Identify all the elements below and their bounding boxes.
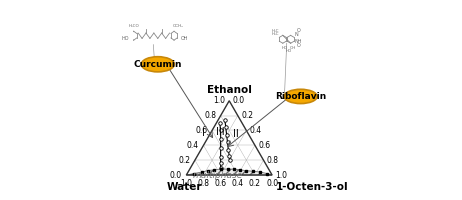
- Text: O: O: [297, 28, 300, 33]
- Text: 0.2: 0.2: [178, 156, 190, 165]
- Text: 0.8: 0.8: [267, 156, 279, 165]
- Text: 0.2: 0.2: [241, 111, 253, 120]
- Polygon shape: [186, 169, 272, 175]
- Text: Ethanol: Ethanol: [207, 85, 252, 95]
- Text: 0.6: 0.6: [258, 141, 270, 150]
- Text: 0.0: 0.0: [232, 96, 244, 105]
- Text: OH: OH: [181, 36, 188, 41]
- Text: H₃C: H₃C: [271, 29, 279, 33]
- Text: 1.0: 1.0: [213, 96, 225, 105]
- Text: I: I: [201, 128, 205, 138]
- Text: NH: NH: [295, 39, 302, 44]
- Ellipse shape: [141, 57, 174, 72]
- Text: 0.6: 0.6: [214, 179, 227, 188]
- Text: 0.6: 0.6: [195, 126, 207, 135]
- Text: H₃C: H₃C: [271, 32, 279, 36]
- Text: 0.8: 0.8: [197, 179, 209, 188]
- Text: 0.8: 0.8: [204, 111, 216, 120]
- Text: 0.0: 0.0: [266, 179, 278, 188]
- Text: Curcumin: Curcumin: [134, 60, 182, 69]
- Text: III: III: [216, 127, 225, 137]
- Text: multiphase: multiphase: [193, 171, 243, 180]
- Text: OH: OH: [290, 46, 296, 50]
- Text: 0.4: 0.4: [187, 141, 199, 150]
- Text: HO: HO: [282, 46, 288, 50]
- Text: Water: Water: [167, 182, 202, 192]
- Text: OCH₃: OCH₃: [173, 24, 184, 28]
- Text: 1.0: 1.0: [275, 170, 287, 180]
- Text: 0.0: 0.0: [170, 170, 182, 180]
- Text: 0.4: 0.4: [232, 179, 244, 188]
- Text: 0.2: 0.2: [249, 179, 261, 188]
- Text: Riboflavin: Riboflavin: [275, 92, 326, 101]
- Text: 1-Octen-3-ol: 1-Octen-3-ol: [276, 182, 348, 192]
- Text: O: O: [297, 43, 300, 48]
- Ellipse shape: [284, 89, 317, 104]
- Text: II: II: [233, 129, 239, 139]
- Text: 1.0: 1.0: [180, 179, 192, 188]
- Text: HO: HO: [286, 49, 292, 53]
- Text: N: N: [295, 32, 298, 37]
- Text: H₃CO: H₃CO: [128, 24, 139, 28]
- Text: 0.4: 0.4: [249, 126, 261, 135]
- Text: HO: HO: [122, 36, 129, 41]
